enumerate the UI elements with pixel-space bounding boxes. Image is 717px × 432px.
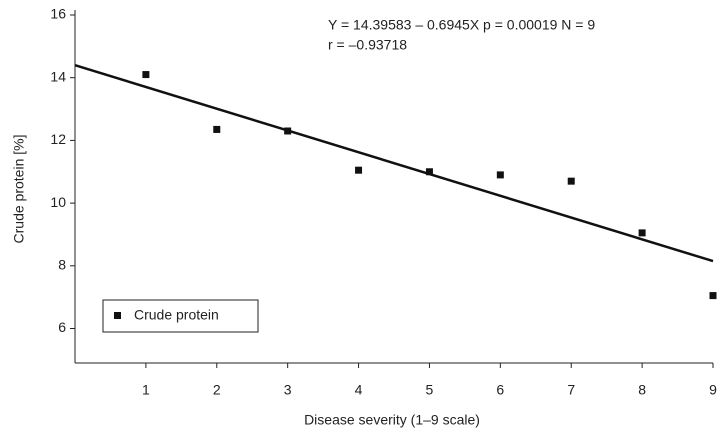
x-tick-label: 9 (709, 382, 717, 398)
data-point (709, 292, 717, 300)
x-tick-label: 6 (496, 382, 504, 398)
x-tick-label: 3 (284, 382, 292, 398)
y-tick-label: 6 (58, 319, 66, 335)
x-tick-label: 1 (142, 382, 150, 398)
y-tick-label: 14 (50, 68, 66, 84)
data-point (638, 229, 646, 237)
x-tick-label: 8 (638, 382, 646, 398)
x-tick-label: 2 (213, 382, 221, 398)
annotation: Y = 14.39583 – 0.6945X p = 0.00019 N = 9 (328, 17, 595, 33)
x-axis-label: Disease severity (1–9 scale) (304, 412, 480, 428)
data-point (355, 166, 363, 174)
annotation: r = –0.93718 (328, 37, 407, 53)
data-point (496, 171, 504, 179)
legend-label: Crude protein (134, 307, 219, 323)
y-tick-label: 10 (50, 194, 66, 210)
legend-box (102, 299, 259, 333)
x-tick-label: 5 (426, 382, 434, 398)
y-axis-label: Crude protein [%] (11, 135, 27, 244)
data-point (142, 71, 150, 79)
y-tick-label: 16 (50, 6, 66, 22)
data-point (425, 168, 433, 176)
y-tick-label: 8 (58, 257, 66, 273)
x-tick-label: 7 (567, 382, 575, 398)
y-tick-label: 12 (50, 131, 66, 147)
x-tick-label: 4 (355, 382, 363, 398)
legend-marker (114, 312, 121, 319)
trend-line (74, 63, 714, 263)
data-point (213, 125, 221, 133)
data-point (284, 127, 292, 135)
data-point (567, 177, 575, 185)
